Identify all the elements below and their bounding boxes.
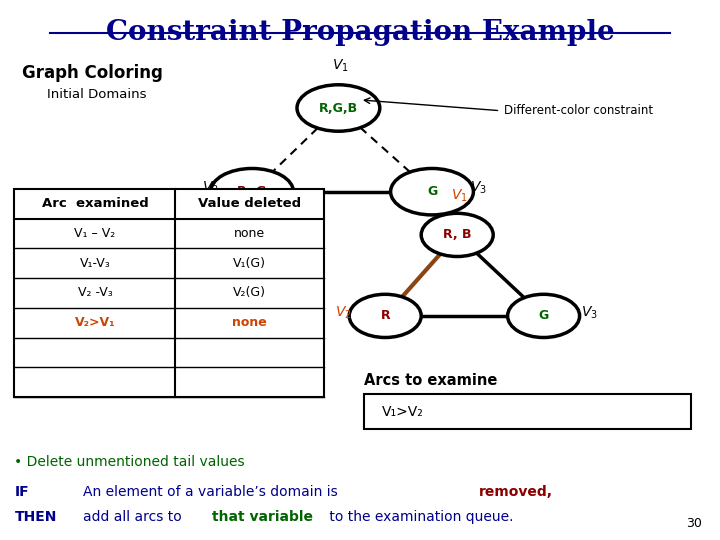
Text: Constraint Propagation Example: Constraint Propagation Example — [106, 19, 614, 46]
Text: G: G — [427, 185, 437, 198]
Text: V₁ – V₂: V₁ – V₂ — [74, 227, 115, 240]
Text: Initial Domains: Initial Domains — [47, 88, 146, 101]
Ellipse shape — [297, 85, 380, 131]
Text: Different-color constraint: Different-color constraint — [504, 104, 653, 117]
Text: R, G: R, G — [238, 185, 266, 198]
Text: Arc  examined: Arc examined — [42, 197, 148, 211]
Text: V₁>V₂: V₁>V₂ — [382, 405, 423, 418]
Text: Value deleted: Value deleted — [198, 197, 301, 211]
Text: R,G,B: R,G,B — [319, 102, 358, 114]
Text: $V_1$: $V_1$ — [451, 187, 468, 204]
Ellipse shape — [349, 294, 421, 338]
Text: V₂(G): V₂(G) — [233, 286, 266, 300]
Text: IF: IF — [14, 485, 29, 500]
Text: Arcs to examine: Arcs to examine — [364, 373, 497, 388]
Text: removed,: removed, — [479, 485, 553, 500]
Text: $V_2$: $V_2$ — [335, 305, 352, 321]
Text: $V_2$: $V_2$ — [202, 179, 219, 195]
Text: none: none — [234, 227, 265, 240]
Text: R, B: R, B — [443, 228, 472, 241]
Text: add all arcs to: add all arcs to — [83, 510, 186, 524]
Text: V₂ -V₃: V₂ -V₃ — [78, 286, 112, 300]
Text: $V_3$: $V_3$ — [470, 179, 487, 195]
Text: Graph Coloring: Graph Coloring — [22, 64, 163, 82]
Text: V₁(G): V₁(G) — [233, 256, 266, 270]
Text: 30: 30 — [686, 517, 702, 530]
Bar — [14, 189, 324, 397]
Text: that variable: that variable — [212, 510, 313, 524]
Text: $V_1$: $V_1$ — [332, 58, 349, 74]
Text: $V_3$: $V_3$ — [580, 305, 598, 321]
Text: • Delete unmentioned tail values: • Delete unmentioned tail values — [14, 455, 245, 469]
Text: THEN: THEN — [14, 510, 57, 524]
Text: V₁-V₃: V₁-V₃ — [79, 256, 110, 270]
Bar — [364, 394, 691, 429]
Ellipse shape — [210, 168, 294, 215]
Text: R: R — [380, 309, 390, 322]
Ellipse shape — [391, 168, 474, 215]
Ellipse shape — [421, 213, 493, 256]
Ellipse shape — [508, 294, 580, 338]
Text: V₂>V₁: V₂>V₁ — [75, 316, 115, 329]
Text: An element of a variable’s domain is: An element of a variable’s domain is — [83, 485, 342, 500]
Text: none: none — [233, 316, 267, 329]
Text: G: G — [539, 309, 549, 322]
Text: to the examination queue.: to the examination queue. — [325, 510, 514, 524]
